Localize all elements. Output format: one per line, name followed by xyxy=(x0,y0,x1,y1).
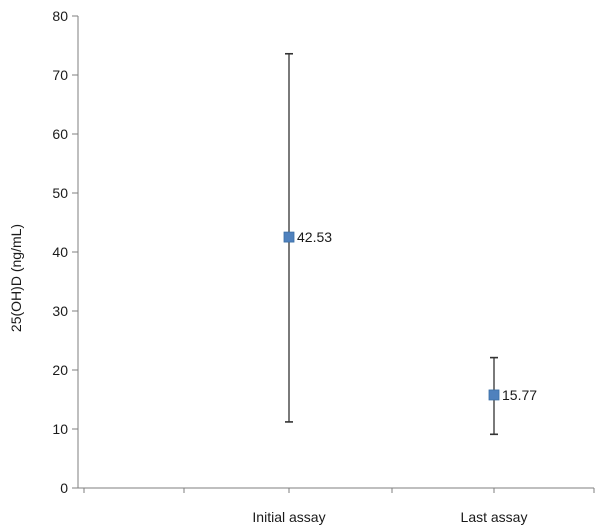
y-tick-label: 70 xyxy=(52,67,68,83)
data-label: 42.53 xyxy=(297,229,332,245)
y-tick-label: 40 xyxy=(52,244,68,260)
data-label: 15.77 xyxy=(502,387,537,403)
y-tick-label: 20 xyxy=(52,362,68,378)
x-tick-label: Last assay xyxy=(461,509,528,525)
y-tick-label: 60 xyxy=(52,126,68,142)
x-axis xyxy=(78,487,595,493)
data-point xyxy=(283,231,295,243)
y-tick-label: 80 xyxy=(52,8,68,24)
data-labels: 42.53 15.77 xyxy=(297,229,537,403)
y-tick-label: 10 xyxy=(52,421,68,437)
y-axis: 0 10 20 30 40 50 60 70 80 xyxy=(52,8,79,496)
data-point xyxy=(488,389,500,401)
y-tick-label: 30 xyxy=(52,303,68,319)
x-tick-label: Initial assay xyxy=(252,509,325,525)
y-tick-label: 0 xyxy=(60,480,68,496)
data-points xyxy=(283,231,500,401)
y-axis-title: 25(OH)D (ng/mL) xyxy=(8,224,24,332)
x-axis-labels: Initial assay Last assay xyxy=(252,509,527,525)
y-tick-label: 50 xyxy=(52,185,68,201)
